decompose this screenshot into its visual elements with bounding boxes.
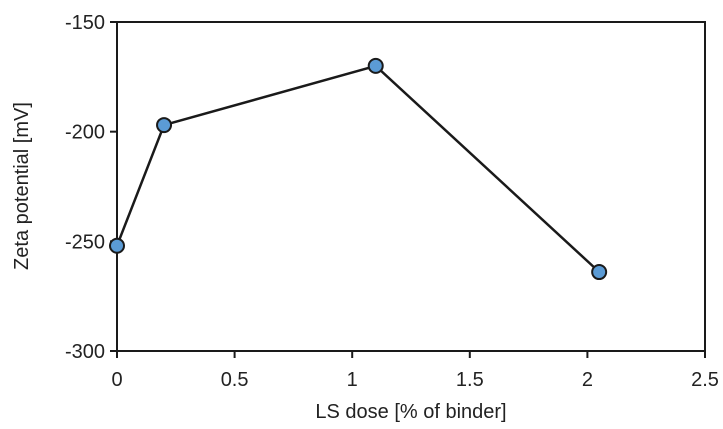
x-tick-label: 0.5 — [221, 369, 249, 391]
y-axis-title: Zeta potential [mV] — [11, 102, 33, 270]
y-tick-label: -200 — [65, 122, 105, 144]
data-point — [367, 57, 384, 74]
y-tick-label: -300 — [65, 341, 105, 363]
x-tick-label: 1.5 — [456, 369, 484, 391]
data-point — [156, 117, 173, 134]
plot-frame — [116, 21, 706, 352]
data-point — [591, 264, 608, 281]
series-line — [115, 64, 601, 273]
x-tick-label: 1 — [347, 369, 358, 391]
x-axis: 0 0.5 1 1.5 2 2.5 — [111, 351, 719, 391]
x-tick-label: 2 — [582, 369, 593, 391]
x-tick-label: 2.5 — [691, 369, 719, 391]
y-axis: -300 -250 -200 -150 — [65, 12, 117, 363]
series-layer — [109, 57, 608, 281]
data-point — [109, 237, 125, 254]
y-tick-label: -150 — [65, 12, 105, 34]
x-tick-label: 0 — [111, 369, 122, 391]
x-axis-title: LS dose [% of binder] — [315, 401, 506, 423]
y-tick-label: -250 — [65, 231, 105, 253]
